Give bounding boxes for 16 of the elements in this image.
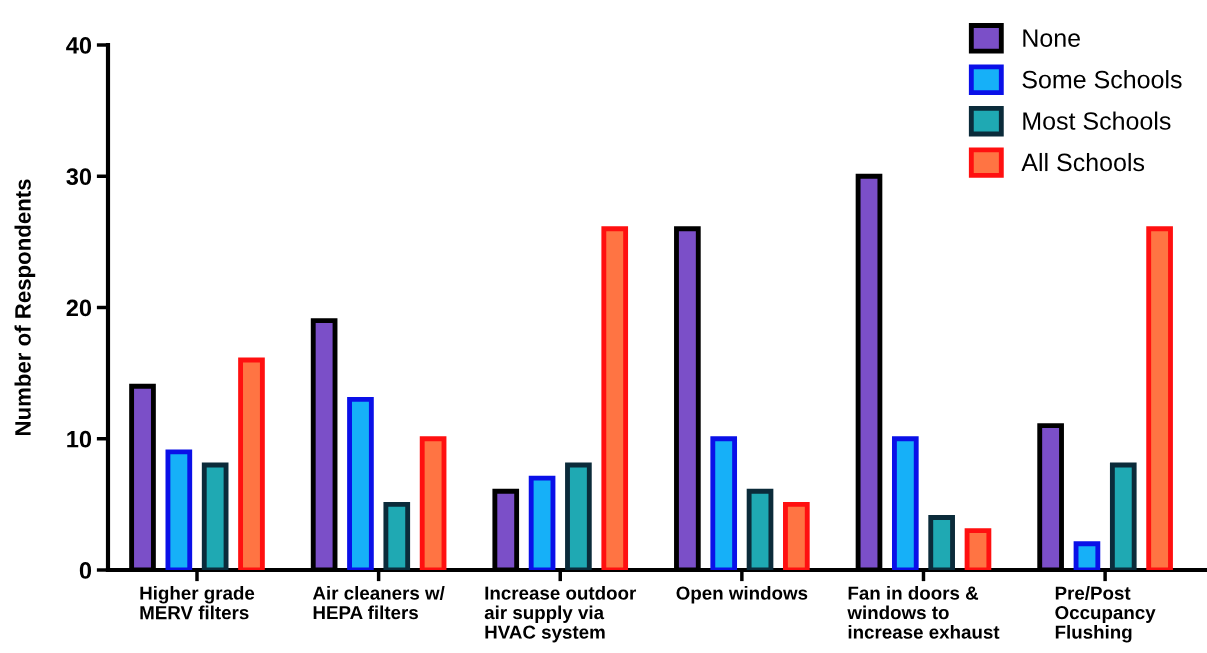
legend-label: All Schools	[1021, 152, 1145, 172]
y-axis-title: Number of Respondents	[14, 179, 36, 436]
x-tick-label: Air cleaners w/ HEPA filters	[312, 585, 445, 620]
y-tick-label: 20	[66, 299, 92, 317]
y-tick-label: 10	[67, 430, 92, 448]
x-tick-label: Increase outdoor air supply via HVAC system	[484, 585, 637, 643]
y-tick-label: 40	[66, 37, 92, 54]
x-tick-label: Open windows	[676, 585, 808, 604]
legend-label: None	[1023, 29, 1080, 47]
x-tick-label: Higher grade MERV filters	[140, 585, 255, 620]
y-tick-label: 30	[66, 168, 92, 186]
x-tick-label: Fan in doors & windows to increase exhaust	[847, 585, 1000, 639]
y-tick-label: 0	[79, 562, 92, 579]
legend-label: Some Schools	[1022, 70, 1182, 89]
legend-label: Most Schools	[1023, 111, 1171, 130]
x-tick-label: Pre/Post Occupancy Flushing	[1055, 585, 1156, 643]
